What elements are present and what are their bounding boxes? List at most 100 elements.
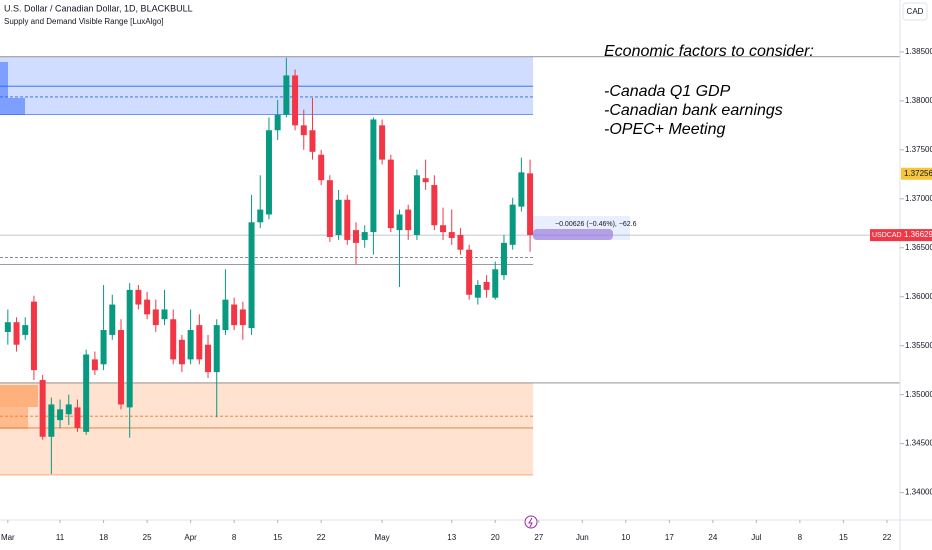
annotation-line: Economic factors to consider: — [604, 43, 814, 60]
candle-body — [448, 232, 455, 238]
candle-body — [48, 404, 55, 437]
candle-body — [466, 249, 473, 295]
candle-body — [196, 325, 203, 360]
indicator-name: Supply and Demand Visible Range [LuxAlgo… — [4, 17, 164, 26]
y-tick-label: 1.38000 — [905, 96, 932, 105]
candle-body — [387, 159, 394, 229]
volume-profile — [0, 385, 38, 407]
x-tick-label: 15 — [273, 533, 282, 542]
y-tick-label: 1.35000 — [905, 390, 932, 399]
x-tick-label: Mar — [1, 533, 15, 542]
candle-body — [222, 299, 229, 331]
candle-body — [170, 319, 177, 360]
candle-body — [74, 407, 81, 428]
candle-body — [265, 130, 272, 215]
candle-body — [117, 330, 124, 405]
last-price-value: 1.36629 — [904, 230, 932, 239]
candle-body — [22, 325, 29, 335]
candle-body — [30, 301, 37, 371]
x-tick-label: 10 — [621, 533, 630, 542]
x-tick-label: 25 — [143, 533, 152, 542]
y-tick-label: 1.37500 — [905, 145, 932, 154]
candle-body — [500, 242, 507, 276]
x-tick-label: Jun — [576, 533, 589, 542]
candle-body — [126, 289, 133, 408]
volume-profile — [0, 62, 8, 115]
candle-body — [370, 119, 377, 233]
candle-body — [361, 232, 368, 240]
candle-body — [178, 339, 185, 365]
candle-body — [257, 209, 264, 223]
x-tick-label: Apr — [184, 533, 197, 542]
plot — [4, 57, 534, 474]
x-tick-label: 24 — [708, 533, 717, 542]
y-tick-label: 1.35500 — [905, 341, 932, 350]
y-tick-label: 1.34500 — [905, 439, 932, 448]
currency-button[interactable] — [902, 2, 928, 21]
x-tick-label: 18 — [99, 533, 108, 542]
candle-body — [509, 204, 516, 245]
candle-body — [239, 309, 246, 326]
x-tick-label: 8 — [232, 533, 237, 542]
candle-body — [283, 75, 290, 115]
candle-body — [335, 199, 342, 236]
y-tick-label: 1.36500 — [905, 243, 932, 252]
candle-body — [440, 225, 447, 233]
candle-body — [83, 354, 90, 432]
candle-body — [109, 304, 116, 335]
x-tick-label: Jul — [751, 533, 761, 542]
annotation-line: -Canada Q1 GDP — [604, 83, 731, 100]
candle-body — [318, 154, 325, 181]
candle-body — [57, 409, 64, 421]
y-tick-label: 1.37000 — [905, 194, 932, 203]
x-tick-label: 15 — [839, 533, 848, 542]
candle-body — [344, 199, 351, 240]
candle-body — [492, 269, 499, 298]
candle-body — [405, 209, 412, 231]
x-tick-label: 22 — [882, 533, 891, 542]
last-price-tag — [870, 229, 932, 242]
y-tick-label: 1.36000 — [905, 292, 932, 301]
candle-body — [248, 222, 255, 329]
candle-body — [144, 299, 151, 315]
candle-body — [352, 230, 359, 243]
event-icon[interactable] — [524, 515, 538, 529]
price-label: 1.37256 — [904, 169, 932, 178]
x-tick-label: 8 — [798, 533, 803, 542]
x-tick-label: 22 — [317, 533, 326, 542]
annotation-line: -OPEC+ Meeting — [604, 121, 725, 138]
last-price-name: USDCAD — [872, 232, 902, 239]
candle-body — [474, 284, 481, 298]
candle-body — [187, 330, 194, 360]
candle-body — [274, 114, 281, 131]
x-tick-label: 11 — [56, 533, 65, 542]
candle-body — [527, 173, 534, 236]
price-label-bg — [901, 167, 932, 180]
currency-button-label[interactable]: CAD — [907, 7, 924, 16]
event-icon[interactable] — [528, 517, 533, 528]
annotation-line: -Canadian bank earnings — [604, 102, 783, 119]
candle-body — [309, 130, 316, 152]
candle-body — [300, 125, 307, 136]
candle-body — [39, 379, 46, 437]
zone — [0, 382, 534, 475]
y-tick-label: 1.38500 — [905, 47, 932, 56]
candle-body — [231, 304, 238, 326]
x-tick-label: May — [375, 533, 390, 542]
candle-body — [152, 309, 159, 326]
candle-body — [213, 325, 220, 373]
x-tick-label: 13 — [447, 533, 456, 542]
candle-body — [483, 282, 490, 290]
candle-body — [457, 235, 464, 250]
candle-body — [135, 289, 142, 305]
volume-profile — [8, 98, 25, 115]
candle-body — [161, 309, 168, 320]
candle-body — [396, 214, 403, 231]
candle-body — [413, 175, 420, 236]
measure-bar — [533, 229, 613, 240]
chart-title: U.S. Dollar / Canadian Dollar, 1D, BLACK… — [4, 3, 193, 13]
candle-body — [431, 185, 438, 226]
volume-profile — [0, 407, 28, 429]
candle-body — [13, 322, 20, 345]
